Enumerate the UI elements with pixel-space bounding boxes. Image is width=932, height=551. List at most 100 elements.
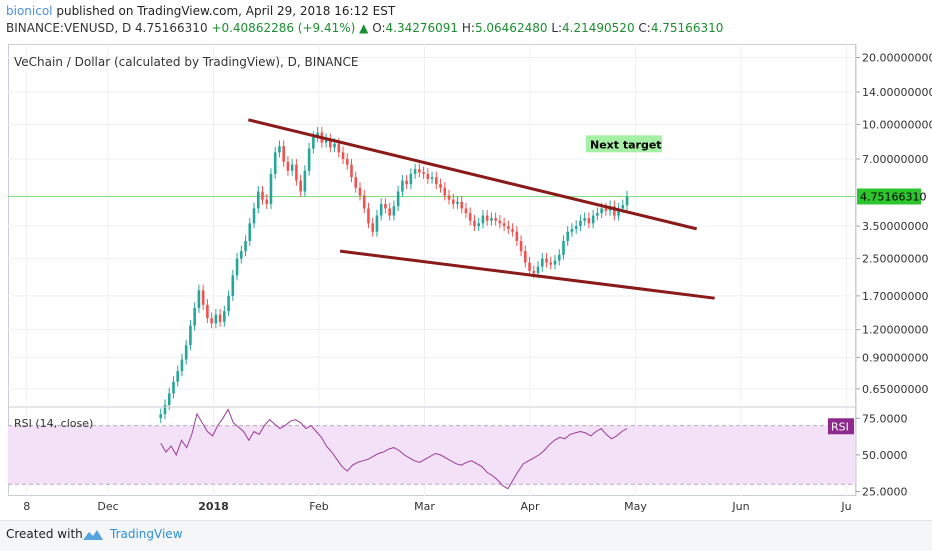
candle-body bbox=[574, 226, 578, 229]
candle-body bbox=[375, 215, 379, 232]
candle-body bbox=[367, 208, 370, 224]
candle-body bbox=[413, 169, 417, 174]
candle-body bbox=[159, 414, 163, 419]
candles-layer bbox=[159, 126, 629, 424]
high-label: H: bbox=[461, 21, 475, 35]
symbol-label: BINANCE:VENUSD, D bbox=[6, 21, 132, 35]
candle-body bbox=[189, 325, 192, 346]
candle-body bbox=[252, 208, 256, 224]
price-change: +0.40862286 (+9.41%) bbox=[211, 21, 356, 35]
candle-body bbox=[532, 270, 536, 274]
candle-body bbox=[354, 177, 358, 188]
candle-body bbox=[464, 208, 468, 214]
price-tick-label: 0.90000000 bbox=[862, 351, 928, 364]
candle-body bbox=[303, 170, 307, 192]
close-value: 4.75166310 bbox=[650, 21, 724, 35]
candle-body bbox=[621, 205, 625, 209]
candle-body bbox=[358, 187, 362, 196]
candle-body bbox=[494, 218, 497, 221]
trendlines-layer: Next target bbox=[247, 118, 715, 300]
chart-grid bbox=[8, 44, 856, 496]
candle-body bbox=[613, 206, 616, 216]
chart-header: bionicol published on TradingView.com, A… bbox=[0, 0, 932, 40]
last-price: 4.75166310 bbox=[135, 21, 208, 35]
candle-body bbox=[591, 215, 595, 224]
chart-title: VeChain / Dollar (calculated by TradingV… bbox=[14, 55, 358, 69]
candle-body bbox=[256, 191, 260, 209]
author-link[interactable]: bionicol bbox=[6, 4, 53, 18]
candle-body bbox=[587, 218, 591, 224]
time-tick-label: Feb bbox=[309, 500, 328, 513]
candle-body bbox=[269, 173, 273, 204]
candle-body bbox=[557, 254, 561, 261]
candle-body bbox=[201, 290, 205, 305]
next-target-badge bbox=[586, 135, 663, 153]
candle-body bbox=[172, 381, 175, 394]
tradingview-brand-link[interactable]: TradingView bbox=[110, 527, 183, 541]
candle-body bbox=[430, 177, 434, 179]
time-tick-label: Apr bbox=[520, 500, 540, 513]
candle-body bbox=[193, 307, 196, 326]
rsi-badge bbox=[828, 418, 854, 435]
candle-body bbox=[350, 164, 353, 178]
candle-body bbox=[625, 196, 629, 206]
footer-bar: Created with TradingView bbox=[0, 520, 932, 551]
next-target-label: Next target bbox=[590, 138, 662, 151]
candle-body bbox=[324, 139, 328, 143]
candle-body bbox=[379, 203, 383, 216]
candle-body bbox=[549, 262, 553, 265]
trendline-lower bbox=[339, 249, 715, 300]
rsi-line bbox=[160, 408, 628, 490]
candle-body bbox=[261, 191, 264, 200]
candle-body bbox=[384, 203, 387, 209]
candle-body bbox=[481, 215, 485, 224]
candle-body bbox=[456, 201, 459, 204]
candle-body bbox=[511, 228, 514, 232]
time-tick-label: Mar bbox=[414, 500, 435, 513]
candle-body bbox=[553, 260, 557, 265]
candle-body bbox=[307, 148, 311, 171]
candle-body bbox=[515, 231, 519, 241]
candle-body bbox=[460, 201, 464, 209]
candle-body bbox=[312, 136, 315, 149]
candle-body bbox=[295, 164, 298, 181]
candle-body bbox=[176, 371, 180, 382]
candle-body bbox=[273, 152, 277, 174]
rsi-badge-label: RSI bbox=[831, 420, 849, 433]
time-tick-label: 8 bbox=[23, 500, 30, 513]
time-tick-label: Jun bbox=[731, 500, 749, 513]
time-tick-label: Dec bbox=[97, 500, 118, 513]
candle-body bbox=[388, 208, 391, 216]
candle-body bbox=[524, 251, 527, 263]
up-arrow-icon: ▲ bbox=[359, 21, 369, 35]
candle-body bbox=[447, 195, 451, 200]
high-value: 5.06462480 bbox=[474, 21, 548, 35]
candle-body bbox=[371, 223, 375, 232]
candle-body bbox=[341, 152, 345, 160]
candle-body bbox=[362, 195, 366, 209]
candle-body bbox=[451, 199, 455, 204]
candle-body bbox=[579, 220, 582, 227]
candle-body bbox=[490, 218, 493, 221]
candle-body bbox=[265, 199, 269, 204]
candle-body bbox=[333, 143, 336, 148]
candle-body bbox=[439, 184, 442, 188]
candle-body bbox=[566, 231, 570, 241]
candle-body bbox=[218, 314, 222, 322]
candle-body bbox=[498, 220, 502, 224]
price-tick-label: 14.00000000 bbox=[862, 86, 932, 99]
candle-body bbox=[401, 180, 404, 192]
current-price-badge bbox=[857, 188, 921, 205]
publish-info: published on TradingView.com, April 29, … bbox=[56, 4, 396, 18]
rsi-tick-label: 25.0000 bbox=[862, 486, 908, 499]
current-price-label: 4.75166310 bbox=[860, 190, 926, 203]
candle-body bbox=[286, 161, 290, 171]
candle-body bbox=[405, 180, 408, 185]
candle-body bbox=[418, 169, 421, 173]
candle-body bbox=[197, 290, 201, 308]
price-tick-label: 10.00000000 bbox=[862, 119, 932, 132]
price-tick-label: 3.50000000 bbox=[862, 220, 928, 233]
candle-body bbox=[536, 266, 540, 274]
candle-body bbox=[468, 213, 472, 221]
